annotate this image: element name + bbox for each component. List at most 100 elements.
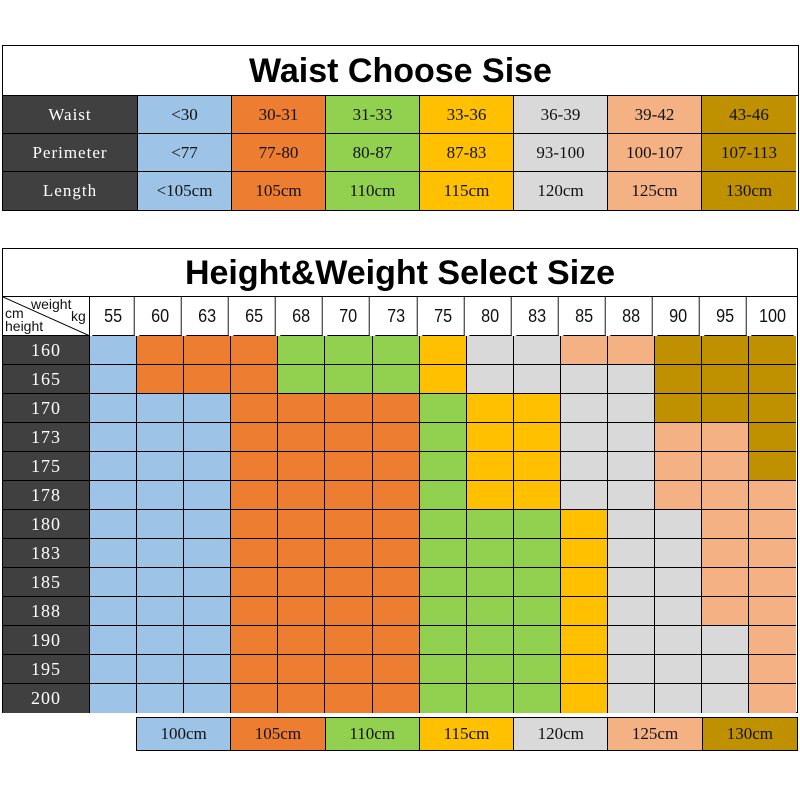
size-cell — [184, 452, 232, 481]
size-cell — [419, 481, 467, 510]
height-row: 183 — [3, 539, 797, 568]
size-cell — [278, 655, 326, 684]
size-cell — [608, 452, 656, 481]
value-cell: 33-36 — [420, 96, 514, 134]
waist-table-row: Waist <30 30-31 31-33 33-36 36-39 39-42 43-46 — [3, 96, 798, 134]
height-row: 173 — [3, 423, 797, 452]
size-cell — [466, 452, 514, 481]
size-cell — [325, 481, 373, 510]
size-cell — [278, 568, 326, 597]
size-cell — [137, 684, 185, 713]
size-cell — [137, 336, 185, 365]
legend-item: 115cm — [419, 718, 515, 750]
value-cell: 110cm — [326, 172, 420, 210]
size-cell — [184, 365, 232, 394]
size-cell — [419, 655, 467, 684]
weight-header: 90 — [657, 297, 700, 336]
size-cell — [419, 568, 467, 597]
size-cell — [90, 684, 138, 713]
size-cell — [466, 655, 514, 684]
value-cell: 77-80 — [232, 134, 326, 172]
size-cell — [231, 394, 279, 423]
value-cell: 30-31 — [232, 96, 326, 134]
size-cell — [90, 336, 138, 365]
size-cell — [608, 684, 656, 713]
size-cell — [184, 539, 232, 568]
size-cell — [372, 452, 420, 481]
size-cell — [325, 336, 373, 365]
height-label: 160 — [3, 336, 90, 365]
weight-header: 63 — [186, 297, 229, 336]
height-row: 185 — [3, 568, 797, 597]
size-cell — [372, 684, 420, 713]
size-cell — [137, 510, 185, 539]
size-cell — [560, 626, 609, 655]
size-cell — [325, 568, 373, 597]
size-cell — [137, 626, 185, 655]
size-cell — [608, 626, 656, 655]
size-cell — [278, 423, 326, 452]
length-legend: 100cm 105cm 110cm 115cm 120cm 125cm 130cm — [136, 717, 798, 751]
height-row: 188 — [3, 597, 797, 626]
weight-header: 65 — [233, 297, 277, 336]
height-row: 165 — [3, 365, 797, 394]
legend-item: 130cm — [702, 718, 797, 750]
value-cell: 93-100 — [514, 134, 608, 172]
size-cell — [278, 510, 326, 539]
size-cell — [655, 597, 703, 626]
waist-table-row: Perimeter <77 77-80 80-87 87-83 93-100 100-107… — [3, 134, 798, 172]
size-cell — [466, 568, 514, 597]
size-cell — [608, 394, 656, 423]
size-cell — [231, 655, 279, 684]
legend-item: 100cm — [137, 718, 232, 750]
size-cell — [560, 481, 609, 510]
height-label: 185 — [3, 568, 90, 597]
size-cell — [278, 597, 326, 626]
height-row: 180 — [3, 510, 797, 539]
height-label: 165 — [3, 365, 90, 394]
value-cell: 100-107 — [608, 134, 702, 172]
corner-height-label: height — [5, 318, 44, 334]
size-cell — [372, 365, 420, 394]
height-label: 183 — [3, 539, 90, 568]
weight-header: 70 — [327, 297, 371, 336]
size-cell — [137, 423, 185, 452]
size-cell — [513, 394, 561, 423]
size-cell — [560, 597, 609, 626]
size-cell — [184, 655, 232, 684]
size-cell — [184, 510, 232, 539]
size-cell — [278, 626, 326, 655]
size-cell — [231, 510, 279, 539]
value-cell: 80-87 — [326, 134, 420, 172]
size-cell — [466, 510, 514, 539]
size-cell — [231, 452, 279, 481]
size-cell — [513, 336, 561, 365]
size-cell — [278, 684, 326, 713]
size-cell — [749, 684, 797, 713]
size-cell — [231, 481, 279, 510]
size-cell — [749, 365, 797, 394]
size-cell — [325, 452, 373, 481]
height-label: 173 — [3, 423, 90, 452]
size-cell — [137, 394, 185, 423]
size-cell — [513, 452, 561, 481]
value-cell: 105cm — [232, 172, 326, 210]
size-cell — [90, 510, 138, 539]
size-cell — [419, 597, 467, 626]
size-cell — [466, 684, 514, 713]
value-cell: 115cm — [420, 172, 514, 210]
size-cell — [608, 510, 656, 539]
size-cell — [184, 481, 232, 510]
size-cell — [513, 597, 561, 626]
size-cell — [90, 655, 138, 684]
size-cell — [560, 684, 609, 713]
size-cell — [372, 423, 420, 452]
size-cell — [278, 336, 326, 365]
height-label: 190 — [3, 626, 90, 655]
size-cell — [560, 336, 609, 365]
size-cell — [655, 568, 703, 597]
weight-header: 68 — [280, 297, 324, 336]
size-cell — [90, 568, 138, 597]
size-cell — [90, 394, 138, 423]
size-cell — [372, 336, 420, 365]
